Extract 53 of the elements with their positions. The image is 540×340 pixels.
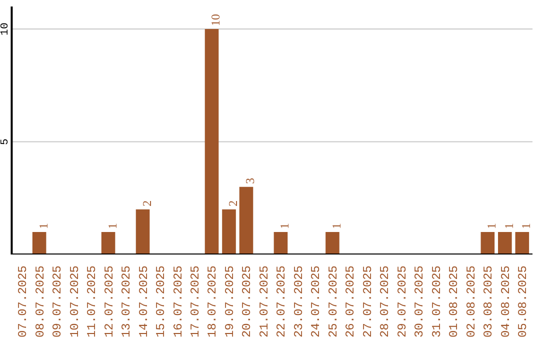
bar — [204, 29, 219, 254]
x-tick-label: 29.07.2025 — [395, 265, 410, 338]
data-label: 1 — [329, 222, 344, 229]
x-tick-label: 03.08.2025 — [482, 265, 496, 338]
x-tick-label: 04.08.2025 — [498, 265, 513, 338]
bar — [136, 209, 150, 254]
data-label: 1 — [519, 222, 534, 229]
x-tick-label: 17.07.2025 — [188, 265, 203, 338]
x-tick-label: 26.07.2025 — [344, 265, 358, 338]
data-label: 2 — [140, 200, 154, 206]
x-tick-label: 23.07.2025 — [292, 265, 306, 338]
bar — [32, 232, 46, 254]
x-tick-label: 15.07.2025 — [154, 265, 168, 338]
data-label: 2 — [226, 200, 240, 206]
x-tick-label: 19.07.2025 — [222, 265, 237, 338]
bar — [239, 186, 254, 254]
x-tick-label: 28.07.2025 — [378, 265, 392, 338]
x-tick-label: 31.07.2025 — [430, 265, 444, 338]
x-tick-label: 08.07.2025 — [33, 265, 48, 338]
data-label: 1 — [105, 222, 120, 229]
x-tick-label: 11.07.2025 — [85, 265, 100, 338]
x-tick-label: 16.07.2025 — [171, 265, 186, 338]
x-tick-label: 09.07.2025 — [50, 265, 65, 338]
x-tick-label: 18.07.2025 — [206, 265, 220, 338]
data-label: 10 — [208, 14, 223, 26]
x-tick-label: 07.07.2025 — [16, 265, 30, 338]
x-tick-label: 20.07.2025 — [240, 265, 254, 338]
bar — [101, 232, 116, 254]
data-label: 1 — [484, 222, 499, 229]
x-tick-label: 22.07.2025 — [274, 265, 289, 338]
x-tick-label: 10.07.2025 — [68, 265, 82, 338]
bar — [480, 232, 495, 254]
x-tick-label: 12.07.2025 — [102, 265, 116, 338]
x-tick-label: 01.08.2025 — [447, 265, 462, 338]
data-label: 1 — [36, 222, 50, 229]
x-tick-label: 24.07.2025 — [309, 265, 324, 338]
bar — [326, 232, 340, 254]
bar — [515, 232, 530, 254]
x-tick-label: 21.07.2025 — [257, 265, 272, 338]
x-tick-label: 27.07.2025 — [360, 265, 375, 338]
bar — [222, 209, 236, 254]
bar — [498, 232, 512, 254]
y-tick-label: 5 — [0, 138, 12, 145]
x-tick-label: 30.07.2025 — [412, 265, 427, 338]
x-tick-label: 13.07.2025 — [120, 265, 134, 338]
data-label: 1 — [278, 222, 292, 229]
x-tick-label: 02.08.2025 — [464, 265, 478, 338]
x-tick-label: 05.08.2025 — [516, 265, 530, 338]
data-label: 3 — [243, 178, 258, 184]
bar — [274, 232, 288, 254]
x-tick-label: 25.07.2025 — [326, 265, 340, 338]
x-tick-label: 14.07.2025 — [136, 265, 151, 338]
data-label: 1 — [502, 222, 516, 229]
